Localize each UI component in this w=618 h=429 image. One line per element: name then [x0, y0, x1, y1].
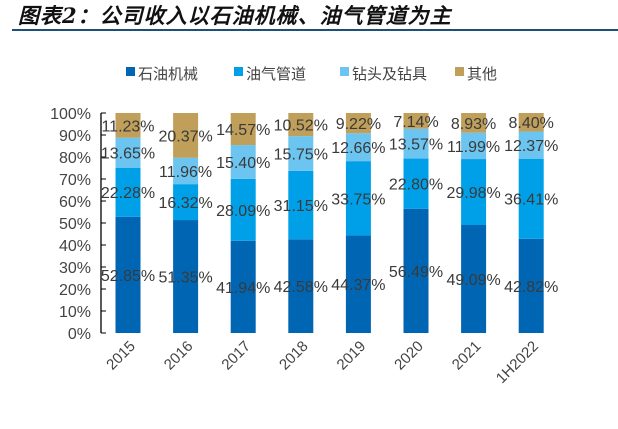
- data-label: 33.75%: [331, 191, 385, 208]
- data-label: 42.82%: [504, 279, 558, 296]
- x-tick-label: 2015: [103, 338, 139, 374]
- data-label: 12.37%: [504, 138, 558, 155]
- data-label: 49.09%: [446, 272, 500, 289]
- bar-segment: [403, 113, 429, 129]
- bar-segment: [115, 112, 141, 138]
- y-tick-label: 20%: [59, 282, 91, 299]
- y-tick-label: 50%: [59, 216, 91, 233]
- data-label: 44.37%: [331, 277, 385, 294]
- bar-segment: [345, 235, 371, 333]
- data-label: 42.58%: [274, 279, 328, 296]
- data-label: 20.37%: [158, 128, 212, 145]
- bar-segment: [461, 225, 487, 333]
- bar-segment: [345, 133, 371, 162]
- data-label: 29.98%: [446, 185, 500, 202]
- bar-segment: [115, 216, 141, 333]
- bar-segment: [345, 113, 371, 134]
- legend-label: 石油机械: [138, 66, 198, 83]
- legend-swatch: [126, 67, 135, 76]
- bar-segment: [230, 113, 256, 146]
- bar-segment: [461, 132, 487, 160]
- data-label: 12.66%: [331, 140, 385, 157]
- data-label: 22.80%: [389, 177, 443, 194]
- bar-segment: [115, 167, 141, 217]
- data-label: 8.40%: [509, 115, 554, 132]
- x-tick-label: 2021: [449, 338, 485, 374]
- data-label: 31.15%: [274, 198, 328, 215]
- bar-segment: [115, 137, 141, 168]
- data-label: 11.96%: [159, 164, 212, 181]
- data-label: 41.94%: [216, 280, 270, 297]
- x-tick-label: 1H2022: [493, 338, 542, 387]
- legend-label: 油气管道: [246, 66, 306, 83]
- bar-segment: [518, 131, 544, 159]
- title-divider: [12, 29, 618, 31]
- bar-segment: [173, 113, 199, 158]
- bar-segment: [230, 145, 256, 179]
- data-label: 11.23%: [101, 118, 154, 135]
- bar-segment: [461, 113, 487, 133]
- data-label: 8.93%: [451, 116, 496, 133]
- data-label: 15.40%: [216, 155, 270, 172]
- data-label: 13.57%: [389, 137, 443, 154]
- bar-segment: [403, 128, 429, 159]
- y-tick-label: 30%: [59, 260, 91, 277]
- y-tick-label: 0%: [68, 326, 91, 343]
- bar-segment: [288, 239, 314, 333]
- data-label: 13.65%: [101, 146, 155, 163]
- data-label: 14.57%: [216, 122, 270, 139]
- x-tick-label: 2019: [334, 338, 370, 374]
- y-tick-label: 10%: [59, 304, 91, 321]
- figure-title: 图表2：公司收入以石油机械、油气管道为主: [18, 3, 452, 28]
- bar-segment: [173, 184, 199, 221]
- y-tick-label: 40%: [59, 238, 91, 255]
- data-label: 28.09%: [216, 203, 270, 220]
- data-label: 16.32%: [158, 195, 212, 212]
- data-label: 7.14%: [393, 114, 438, 131]
- bar-segment: [403, 158, 429, 209]
- bar-segment: [173, 220, 199, 333]
- y-tick-label: 100%: [50, 106, 91, 123]
- bar-segment: [461, 159, 487, 226]
- bar-segment: [518, 113, 544, 132]
- data-label: 52.85%: [101, 268, 155, 285]
- x-tick-label: 2018: [276, 338, 312, 374]
- legend-swatch: [340, 67, 349, 76]
- x-tick-label: 2020: [391, 338, 427, 374]
- y-tick-label: 80%: [59, 150, 91, 167]
- legend-swatch: [455, 67, 464, 76]
- bar-segment: [288, 113, 314, 137]
- y-tick-label: 70%: [59, 172, 91, 189]
- data-label: 36.41%: [504, 192, 558, 209]
- bar-segment: [345, 161, 371, 236]
- legend-label: 钻头及钻具: [352, 66, 427, 83]
- x-tick-label: 2016: [161, 338, 197, 374]
- bar-segment: [230, 240, 256, 333]
- data-label: 10.52%: [274, 118, 328, 135]
- data-label: 22.28%: [101, 185, 155, 202]
- bar-segment: [403, 208, 429, 333]
- bar-segment: [288, 136, 314, 171]
- bar-segment: [518, 238, 544, 333]
- bar-segment: [230, 178, 256, 241]
- data-label: 15.75%: [274, 146, 328, 163]
- data-label: 51.35%: [158, 270, 212, 287]
- legend-swatch: [234, 67, 243, 76]
- bar-segment: [173, 157, 199, 185]
- y-tick-label: 90%: [59, 128, 91, 145]
- bar-segment: [518, 158, 544, 239]
- y-tick-label: 60%: [59, 194, 91, 211]
- x-tick-label: 2017: [218, 338, 254, 374]
- data-label: 9.22%: [336, 116, 381, 133]
- legend-label: 其他: [467, 66, 497, 83]
- data-label: 56.49%: [389, 264, 443, 281]
- data-label: 11.99%: [447, 139, 500, 156]
- bar-segment: [288, 170, 314, 240]
